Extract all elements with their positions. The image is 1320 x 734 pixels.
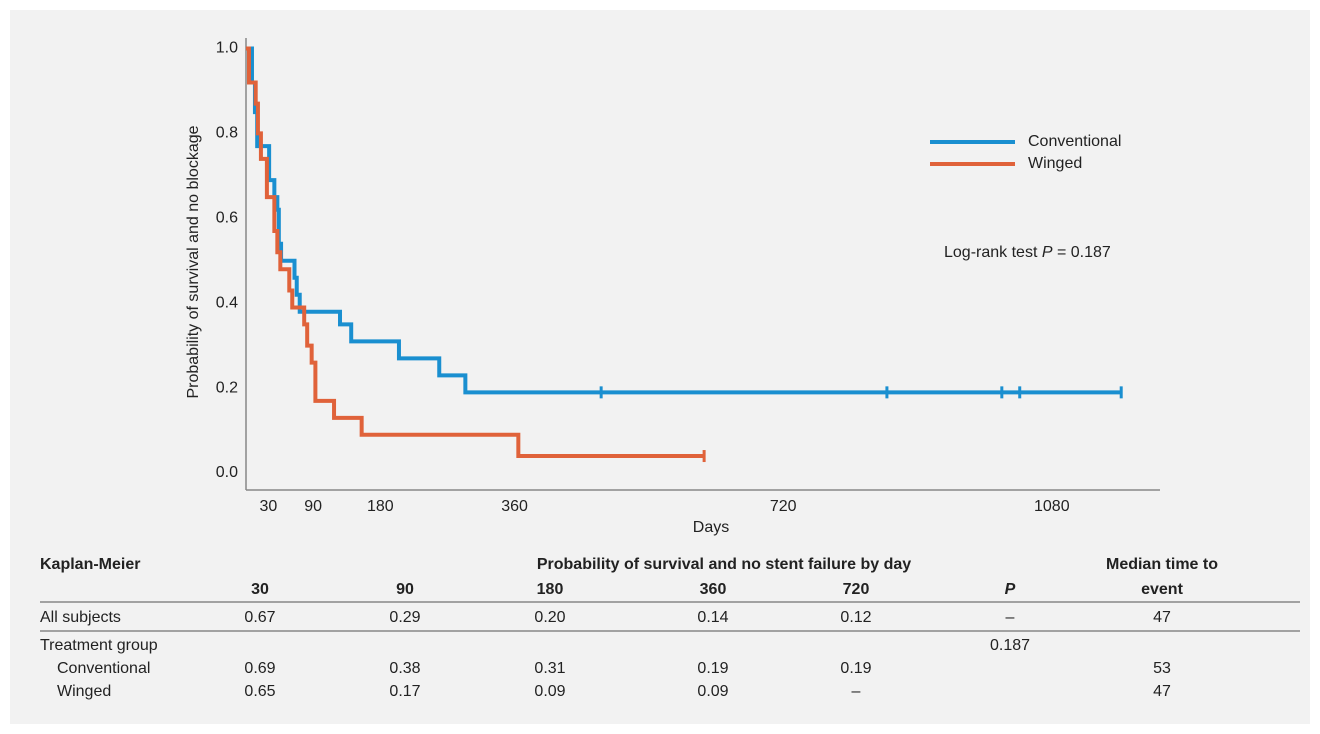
table-cell: – <box>1006 609 1015 626</box>
table-title: Kaplan-Meier <box>40 556 140 573</box>
annotation: Log-rank test P = 0.187 <box>944 244 1111 261</box>
panel <box>10 10 1310 724</box>
table-cell: 0.29 <box>389 609 420 626</box>
table-median-header: Median time to <box>1106 556 1218 573</box>
survival-curve <box>246 46 705 459</box>
y-tick-label: 0.2 <box>216 379 238 396</box>
x-axis-label: Days <box>693 519 729 536</box>
table-cell: 0.19 <box>840 660 871 677</box>
table-cell: 47 <box>1153 683 1171 700</box>
legend-label: Conventional <box>1028 133 1121 150</box>
table-cell: 0.65 <box>244 683 275 700</box>
y-tick-label: 0.0 <box>216 464 238 481</box>
table-cell: 53 <box>1153 660 1171 677</box>
x-tick-label: 360 <box>501 498 528 515</box>
table-row-label: Treatment group <box>40 637 158 654</box>
y-tick-label: 0.8 <box>216 125 238 142</box>
table-cell: 0.17 <box>389 683 420 700</box>
annotation-text: Log-rank test <box>944 244 1042 261</box>
y-tick-label: 1.0 <box>216 40 238 57</box>
x-tick-label: 30 <box>259 498 277 515</box>
table-cell: – <box>852 683 861 700</box>
table-cell: 0.38 <box>389 660 420 677</box>
table-group-header: Probability of survival and no stent fai… <box>537 556 911 573</box>
table-cell: 47 <box>1153 609 1171 626</box>
x-tick-label: 1080 <box>1034 498 1070 515</box>
table-cell: 0.14 <box>697 609 728 626</box>
table-column-header: 30 <box>251 581 269 598</box>
table-column-header: 720 <box>843 581 870 598</box>
table-row-label: Conventional <box>57 660 150 677</box>
table-column-header: 360 <box>700 581 727 598</box>
y-tick-label: 0.4 <box>216 294 238 311</box>
table-column-header: P <box>1005 581 1016 598</box>
table-cell: 0.31 <box>534 660 565 677</box>
table-column-header: 90 <box>396 581 414 598</box>
table-cell: 0.09 <box>534 683 565 700</box>
table-cell: 0.187 <box>990 637 1030 654</box>
table-cell: 0.67 <box>244 609 275 626</box>
table-row-label: Winged <box>57 683 111 700</box>
table-cell: 0.69 <box>244 660 275 677</box>
x-tick-label: 180 <box>367 498 394 515</box>
x-tick-label: 90 <box>304 498 322 515</box>
y-tick-label: 0.6 <box>216 210 238 227</box>
x-tick-label: 720 <box>770 498 797 515</box>
legend-label: Winged <box>1028 155 1082 172</box>
table-cell: 0.20 <box>534 609 565 626</box>
annotation-p: P <box>1042 244 1053 261</box>
table-cell: 0.19 <box>697 660 728 677</box>
table-column-header: event <box>1141 581 1183 598</box>
table-row-label: All subjects <box>40 609 121 626</box>
y-axis-label: Probability of survival and no blockage <box>185 125 202 398</box>
table-column-header: 180 <box>537 581 564 598</box>
table-cell: 0.12 <box>840 609 871 626</box>
annotation-value: = 0.187 <box>1053 244 1111 261</box>
table-cell: 0.09 <box>697 683 728 700</box>
